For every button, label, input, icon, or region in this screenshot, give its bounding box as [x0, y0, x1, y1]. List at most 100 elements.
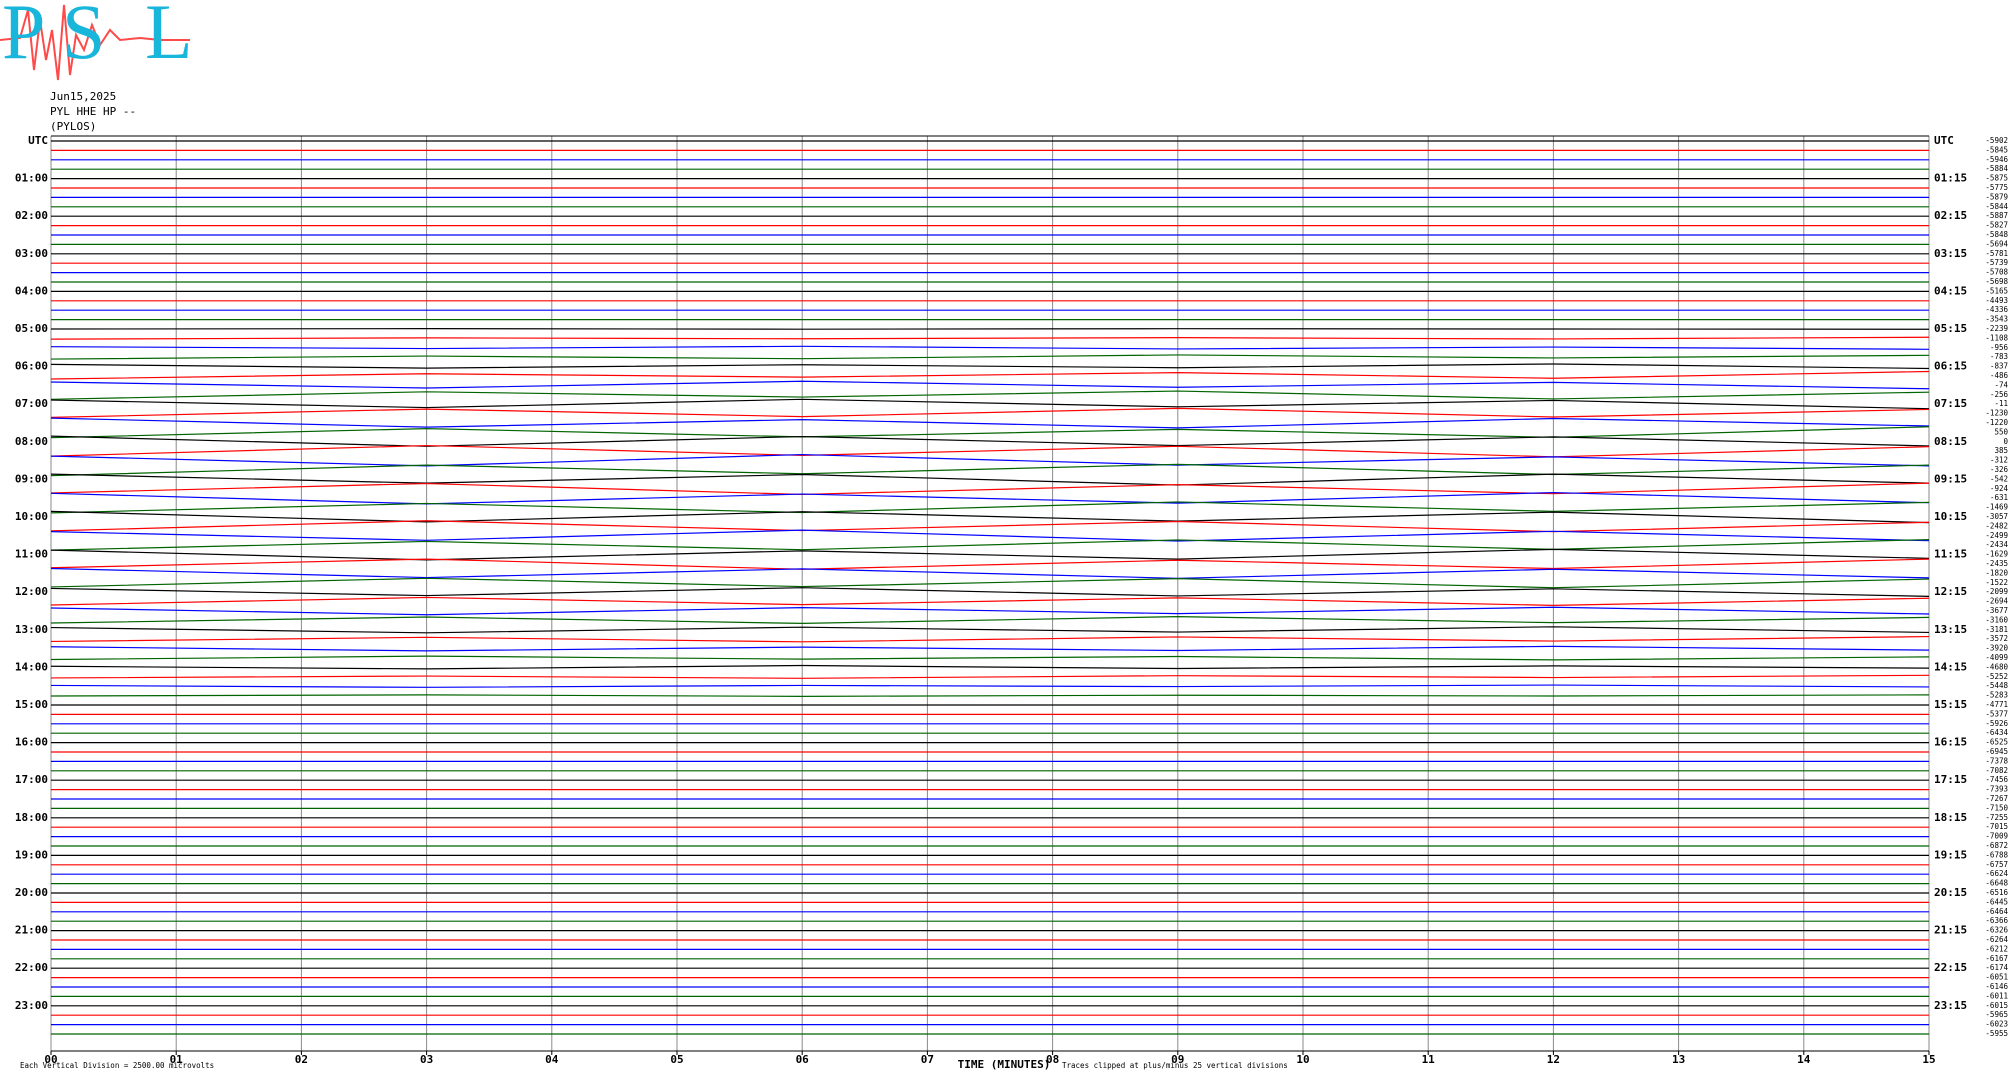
- header-date: Jun15,2025: [50, 90, 116, 103]
- trace-offset: -1230: [1985, 409, 2008, 418]
- x-tick-label: 13: [1672, 1053, 1685, 1066]
- trace: [50, 520, 1930, 533]
- trace-offset: -486: [1990, 371, 2009, 380]
- hour-label-right: 01:15: [1934, 172, 1967, 185]
- trace-offset: -7150: [1985, 803, 2008, 812]
- hour-label-right: 03:15: [1934, 247, 1967, 260]
- trace-offset: -7267: [1985, 794, 2008, 803]
- trace-offset: -4680: [1985, 662, 2008, 671]
- trace: [50, 491, 1930, 505]
- hour-label-right: 22:15: [1934, 961, 1967, 974]
- trace-offset: -4099: [1985, 653, 2008, 662]
- trace-offset: -5739: [1985, 258, 2008, 267]
- hour-label: 02:00: [15, 209, 48, 222]
- hour-label-right: 05:15: [1934, 322, 1967, 335]
- trace-offset: -5283: [1985, 691, 2008, 700]
- trace-offset: 550: [1994, 427, 2008, 436]
- trace-offset: -4771: [1985, 700, 2008, 709]
- hour-label: 12:00: [15, 585, 48, 598]
- hour-label-right: 23:15: [1934, 999, 1967, 1012]
- trace-offset: -326: [1990, 465, 2009, 474]
- trace-offset: -3057: [1985, 512, 2008, 521]
- trace-offset: -2239: [1985, 324, 2008, 333]
- trace-offset: -924: [1990, 484, 2009, 493]
- trace-offset: -5884: [1985, 164, 2008, 173]
- trace-offset: -6624: [1985, 869, 2008, 878]
- x-tick-label: 14: [1797, 1053, 1811, 1066]
- hour-label-right: 21:15: [1934, 924, 1967, 937]
- trace-offset: -3572: [1985, 634, 2008, 643]
- trace: [50, 473, 1930, 486]
- hour-label-right: 18:15: [1934, 811, 1967, 824]
- hour-label: 13:00: [15, 623, 48, 636]
- trace: [50, 463, 1930, 477]
- hour-label: 20:00: [15, 886, 48, 899]
- trace: [50, 626, 1930, 634]
- trace-offset: -5955: [1985, 1029, 2008, 1038]
- trace: [50, 380, 1930, 390]
- trace-offset: 0: [2003, 437, 2008, 446]
- trace-offset: -4493: [1985, 296, 2008, 305]
- hour-label-right: 10:15: [1934, 510, 1967, 523]
- trace-offset: -3181: [1985, 625, 2008, 634]
- hour-label: 16:00: [15, 736, 48, 749]
- trace: [50, 363, 1930, 370]
- trace-offset: -1629: [1985, 550, 2008, 559]
- trace-offset: -7456: [1985, 775, 2008, 784]
- hour-label: 11:00: [15, 548, 48, 561]
- trace: [50, 482, 1930, 496]
- trace: [50, 587, 1930, 597]
- trace: [50, 444, 1930, 458]
- header-site: (PYLOS): [50, 120, 96, 133]
- trace: [50, 407, 1930, 418]
- trace-offset: -6264: [1985, 935, 2008, 944]
- hour-label-right: 20:15: [1934, 886, 1967, 899]
- x-tick-label: 12: [1547, 1053, 1560, 1066]
- x-tick-label: 06: [796, 1053, 810, 1066]
- trace-offset: -7015: [1985, 822, 2008, 831]
- trace: [50, 501, 1930, 514]
- trace-offset: -5902: [1985, 136, 2008, 145]
- hour-label: 14:00: [15, 660, 48, 673]
- hour-label-right: 12:15: [1934, 585, 1967, 598]
- trace-offset: -5848: [1985, 230, 2008, 239]
- trace-offset: -5775: [1985, 183, 2008, 192]
- hour-label-right: 11:15: [1934, 548, 1967, 561]
- trace-offset: -7393: [1985, 785, 2008, 794]
- footer-scale: Each Vertical Division = 2500.00 microvo…: [20, 1061, 214, 1070]
- trace-offset: -837: [1990, 362, 2008, 371]
- trace-offset: -5887: [1985, 211, 2008, 220]
- trace-offset: -5875: [1985, 174, 2008, 183]
- trace: [50, 328, 1930, 330]
- x-tick-label: 09: [1171, 1053, 1184, 1066]
- trace-offset: -5926: [1985, 719, 2008, 728]
- hour-label: 06:00: [15, 360, 48, 373]
- trace: [50, 453, 1930, 467]
- trace-offset: -1469: [1985, 503, 2008, 512]
- trace-offset: -5946: [1985, 155, 2008, 164]
- trace-offset: -312: [1990, 456, 2008, 465]
- hour-label: 08:00: [15, 435, 48, 448]
- trace: [50, 558, 1930, 570]
- trace-offset: -6326: [1985, 926, 2008, 935]
- logo-letter: S: [62, 0, 105, 75]
- hour-label-right: 06:15: [1934, 360, 1967, 373]
- trace-offset: -2435: [1985, 559, 2008, 568]
- trace: [50, 345, 1930, 350]
- hour-label: 17:00: [15, 773, 48, 786]
- trace-offset: -6174: [1985, 963, 2008, 972]
- trace: [50, 426, 1930, 439]
- hour-label: 01:00: [15, 172, 48, 185]
- trace-offset: -5844: [1985, 202, 2008, 211]
- trace-offset: -5965: [1985, 1010, 2008, 1019]
- hour-label-right: UTC: [1934, 134, 1954, 147]
- trace-offset: -74: [1994, 380, 2008, 389]
- trace: [50, 616, 1930, 625]
- trace: [50, 370, 1930, 380]
- trace: [50, 417, 1930, 429]
- trace-offset: -5165: [1985, 286, 2008, 295]
- x-tick-label: 04: [545, 1053, 559, 1066]
- trace-offset: -7009: [1985, 832, 2008, 841]
- hour-label: UTC: [28, 134, 48, 147]
